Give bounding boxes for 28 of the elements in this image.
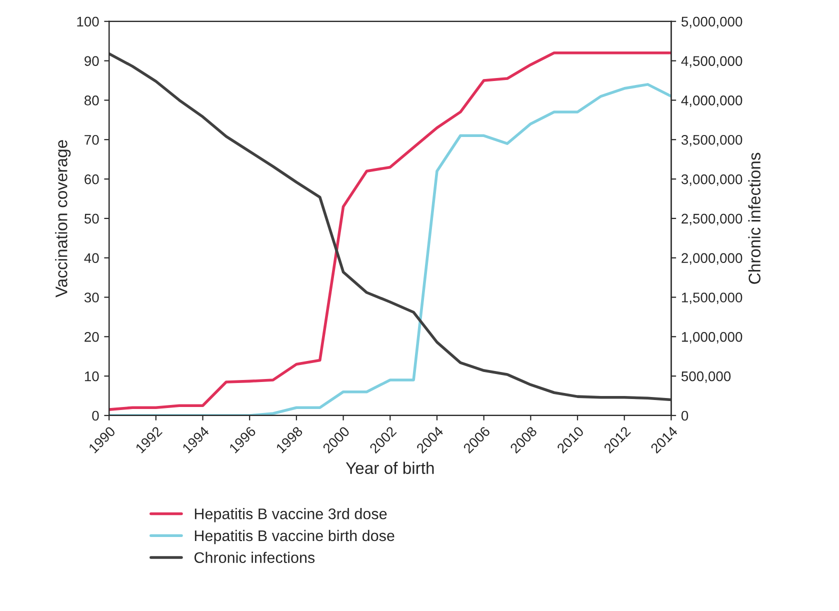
y2-tick-label: 3,500,000: [681, 134, 742, 146]
y2-tick-label: 500,000: [681, 371, 731, 383]
y-tick-label: 0: [92, 410, 99, 421]
legend-label: Chronic infections: [194, 552, 315, 564]
y-tick-label: 10: [84, 371, 99, 382]
y2-tick-label: 0: [681, 410, 688, 421]
y-tick-label: 40: [84, 253, 99, 264]
y2-tick-label: 2,000,000: [682, 253, 742, 265]
y-tick-label: 30: [84, 292, 99, 302]
y-tick-label: 80: [84, 96, 99, 106]
y-tick-label: 70: [84, 134, 99, 145]
y-tick-label: 90: [84, 56, 99, 66]
x-axis-title: Year of birth: [346, 462, 434, 474]
y2-tick-label: 2,500,000: [682, 214, 742, 226]
y2-tick-label: 1,500,000: [682, 292, 742, 304]
y2-tick-label: 4,500,000: [681, 56, 742, 68]
y2-axis-title: Chronic infections: [748, 152, 760, 284]
y-tick-label: 20: [84, 332, 99, 342]
legend-label: Hepatitis B vaccine 3rd dose: [194, 508, 387, 522]
y2-tick-label: 4,000,000: [681, 96, 742, 108]
y-axis-title: Vaccination coverage: [55, 140, 71, 298]
y-tick-label: 50: [84, 214, 99, 224]
legend-label: Hepatitis B vaccine birth dose: [194, 530, 394, 544]
y2-tick-label: 5,000,000: [681, 16, 742, 28]
y2-tick-label: 1,000,000: [682, 332, 742, 344]
y2-tick-label: 3,000,000: [681, 174, 742, 186]
y-tick-label: 60: [84, 174, 99, 184]
y-tick-label: 100: [77, 16, 99, 27]
